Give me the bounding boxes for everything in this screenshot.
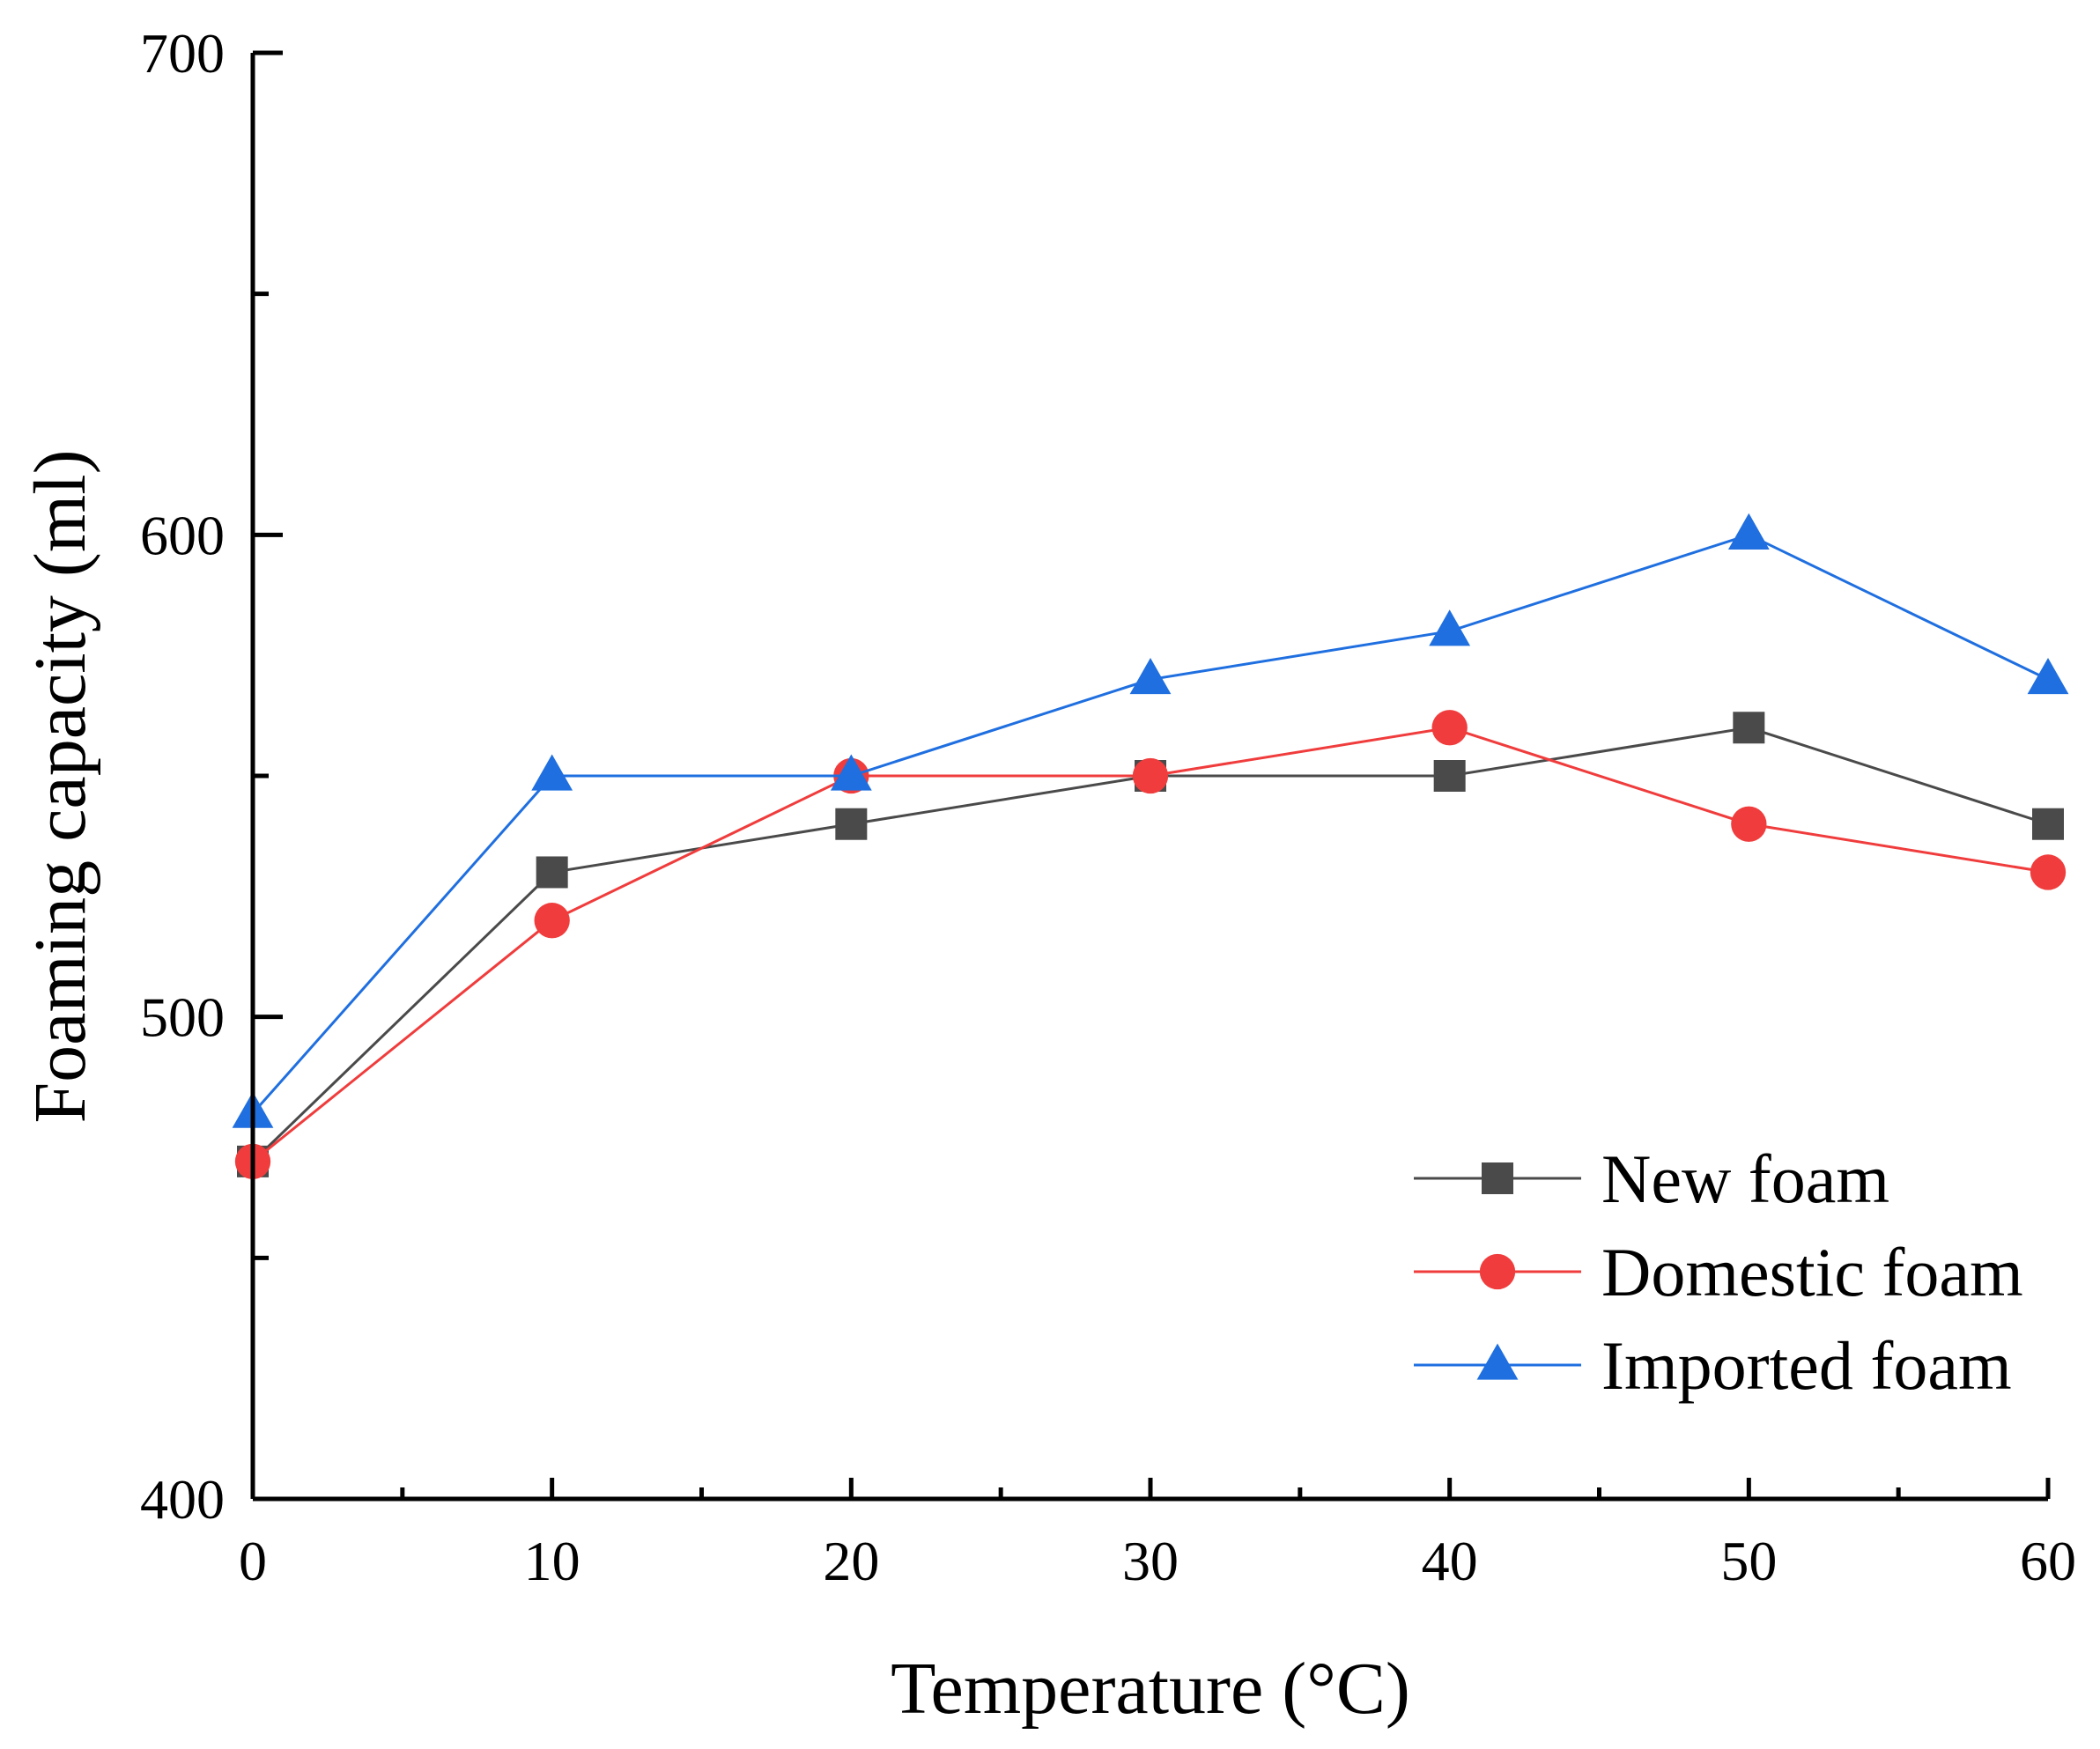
y-tick-label: 400	[140, 1468, 225, 1531]
y-axis-title: Foaming capacity (ml)	[19, 449, 101, 1123]
series-circle	[234, 710, 2067, 1180]
data-point	[1431, 710, 1468, 746]
data-point	[534, 903, 570, 939]
x-tick-label: 40	[1422, 1530, 1478, 1592]
x-tick-label: 50	[1720, 1530, 1777, 1592]
legend-item: Domestic foam	[1414, 1234, 2023, 1310]
legend: New foam Domestic foam Imported foam	[1414, 1140, 2023, 1404]
series-line	[251, 533, 2049, 1115]
data-point	[531, 754, 573, 791]
x-tick-label: 20	[823, 1530, 879, 1592]
x-tick-label: 30	[1122, 1530, 1179, 1592]
x-axis-title: Temperature (°C)	[891, 1648, 1410, 1730]
data-point	[1733, 712, 1765, 744]
x-tick-label: 60	[2020, 1530, 2076, 1592]
series-triangle	[232, 513, 2069, 1128]
data-point	[2030, 854, 2067, 890]
legend-marker	[1476, 1343, 1519, 1380]
x-tick-label: 10	[524, 1530, 580, 1592]
y-tick-label: 700	[140, 22, 225, 85]
data-point	[1132, 757, 1169, 794]
legend-item: New foam	[1414, 1140, 1889, 1217]
data-point	[2032, 808, 2064, 840]
data-point	[830, 754, 872, 791]
legend-marker	[1482, 1162, 1513, 1194]
data-point	[1129, 657, 1172, 695]
data-point	[536, 856, 568, 889]
data-point	[1731, 806, 1767, 842]
data-point	[1433, 760, 1466, 792]
y-tick-label: 500	[140, 986, 225, 1049]
ticks-layer: 0 10 20 30 40 50 60 400 500 600 700	[140, 22, 2076, 1592]
data-point	[1727, 513, 1770, 550]
x-tick-label: 0	[239, 1530, 267, 1592]
data-point	[835, 808, 868, 840]
legend-marker	[1479, 1253, 1516, 1290]
y-tick-label: 600	[140, 504, 225, 566]
data-point	[2027, 657, 2069, 695]
data-point	[1429, 609, 1471, 646]
legend-label: New foam	[1601, 1140, 1889, 1217]
legend-item: Imported foam	[1414, 1327, 2012, 1404]
legend-label: Domestic foam	[1601, 1234, 2023, 1310]
legend-label: Imported foam	[1601, 1327, 2012, 1404]
series-layer	[232, 513, 2069, 1180]
